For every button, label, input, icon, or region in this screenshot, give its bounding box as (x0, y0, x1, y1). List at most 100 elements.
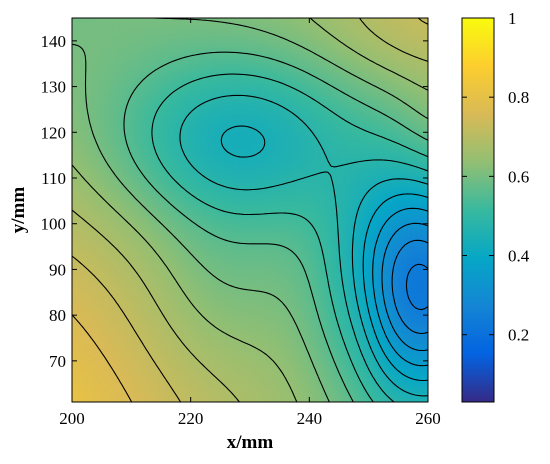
heatmap-cell (324, 54, 328, 58)
heatmap-cell (205, 81, 210, 85)
heatmap-cell (300, 72, 304, 76)
heatmap-cell (297, 54, 302, 58)
heatmap-cell (258, 84, 263, 88)
heatmap-cell (193, 57, 198, 61)
heatmap-cell (137, 63, 141, 67)
heatmap-cell (347, 45, 352, 49)
heatmap-cell (422, 96, 426, 100)
heatmap-cell (181, 63, 186, 67)
heatmap-cell (104, 39, 109, 43)
heatmap-cell (270, 48, 275, 52)
heatmap-cell (158, 90, 162, 94)
heatmap-cell (389, 75, 393, 79)
heatmap-cell (72, 33, 76, 37)
heatmap-cell (264, 45, 269, 49)
heatmap-cell (89, 75, 94, 79)
heatmap-cell (172, 78, 177, 82)
heatmap-cell (291, 54, 296, 58)
heatmap-cell (232, 99, 236, 103)
heatmap-cell (356, 54, 361, 58)
heatmap-cell (413, 99, 417, 103)
heatmap-cell (327, 18, 331, 22)
heatmap-cell (362, 57, 367, 61)
heatmap-cell (110, 45, 115, 49)
heatmap-cell (220, 60, 224, 64)
heatmap-cell (193, 30, 198, 34)
heatmap-cell (407, 72, 411, 76)
heatmap-cell (166, 90, 171, 94)
heatmap-cell (282, 84, 287, 88)
heatmap-cell (238, 99, 242, 103)
heatmap-cell (98, 102, 103, 106)
heatmap-cell (350, 66, 355, 70)
heatmap-cell (383, 27, 388, 31)
heatmap-cell (255, 66, 260, 70)
heatmap-cell (140, 93, 144, 97)
heatmap-cell (190, 39, 195, 43)
heatmap-cell (324, 21, 328, 25)
heatmap-cell (77, 72, 82, 76)
heatmap-cell (389, 87, 393, 91)
heatmap-cell (158, 75, 162, 79)
heatmap-cell (220, 99, 224, 103)
heatmap-cell (300, 21, 304, 25)
heatmap-cell (252, 102, 257, 106)
heatmap-cell (324, 78, 328, 82)
heatmap-cell (267, 60, 272, 64)
heatmap-cell (161, 48, 165, 52)
heatmap-cell (398, 30, 402, 34)
heatmap-cell (318, 60, 322, 64)
heatmap-cell (401, 87, 405, 91)
heatmap-cell (199, 36, 204, 40)
heatmap-cell (205, 30, 210, 34)
heatmap-cell (267, 18, 272, 22)
heatmap-cell (134, 30, 138, 34)
heatmap-cell (92, 54, 97, 58)
heatmap-cell (226, 45, 230, 49)
heatmap-cell (261, 84, 266, 88)
heatmap-cell (199, 27, 204, 31)
heatmap-cell (146, 102, 150, 106)
heatmap-cell (410, 63, 414, 67)
heatmap-cell (229, 48, 233, 52)
heatmap-cell (95, 33, 100, 37)
heatmap-cell (208, 105, 213, 109)
heatmap-cell (386, 45, 391, 49)
heatmap-cell (72, 36, 76, 40)
heatmap-cell (80, 60, 85, 64)
heatmap-cell (95, 57, 100, 61)
heatmap-cell (104, 90, 109, 94)
heatmap-cell (89, 60, 94, 64)
heatmap-cell (294, 96, 299, 100)
heatmap-cell (166, 93, 171, 97)
heatmap-cell (312, 84, 316, 88)
heatmap-cell (98, 60, 103, 64)
heatmap-cell (223, 96, 227, 100)
heatmap-cell (339, 39, 343, 43)
heatmap-cell (339, 69, 343, 73)
heatmap-cell (140, 27, 144, 31)
heatmap-cell (341, 54, 346, 58)
heatmap-cell (86, 18, 91, 22)
heatmap-cell (392, 27, 396, 31)
heatmap-cell (330, 93, 334, 97)
heatmap-cell (169, 78, 174, 82)
heatmap-cell (169, 87, 174, 91)
heatmap-cell (383, 24, 388, 28)
heatmap-cell (339, 102, 343, 106)
heatmap-cell (83, 24, 88, 28)
heatmap-cell (413, 27, 417, 31)
heatmap-cell (252, 57, 257, 61)
heatmap-cell (294, 24, 299, 28)
heatmap-cell (116, 36, 121, 40)
heatmap-cell (344, 63, 349, 67)
heatmap-cell (101, 27, 106, 31)
heatmap-cell (247, 93, 251, 97)
heatmap-cell (178, 21, 183, 25)
heatmap-cell (122, 72, 126, 76)
heatmap-cell (110, 96, 115, 100)
heatmap-cell (113, 60, 118, 64)
heatmap-cell (404, 90, 408, 94)
heatmap-cell (327, 24, 331, 28)
heatmap-cell (380, 27, 385, 31)
